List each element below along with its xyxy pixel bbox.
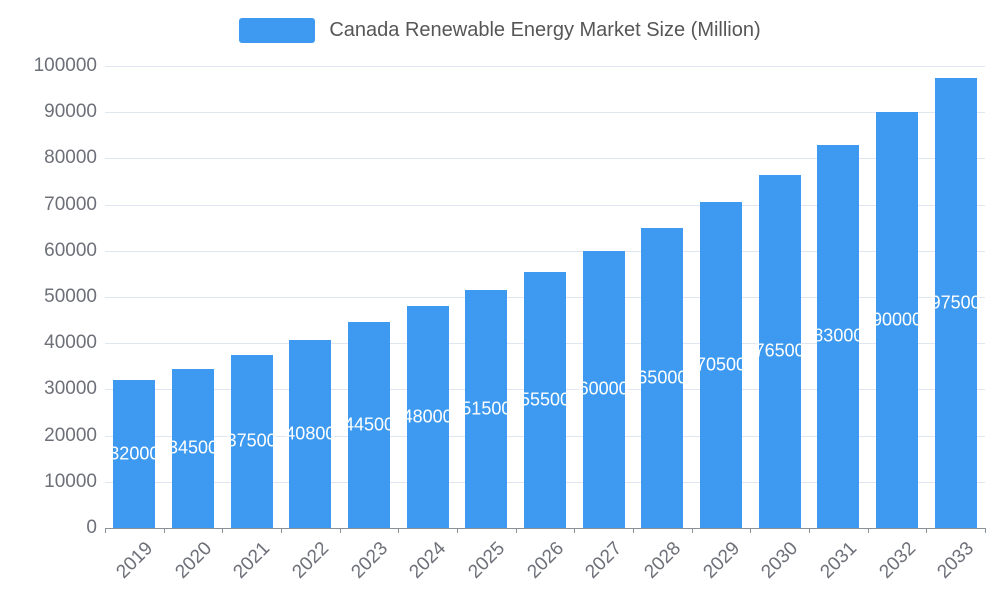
bar-2028[interactable] — [641, 227, 684, 528]
x-axis-line — [105, 528, 985, 529]
bar-value-label: 90000 — [871, 309, 923, 330]
gridline — [105, 66, 985, 67]
x-axis-tick — [867, 528, 869, 533]
x-axis-tick — [691, 528, 693, 533]
bar-value-label: 44500 — [343, 414, 395, 435]
bar-value-label: 34500 — [167, 437, 219, 458]
x-axis-label: 2022 — [288, 538, 334, 583]
bar-2029[interactable] — [700, 202, 742, 528]
chart-legend[interactable]: Canada Renewable Energy Market Size (Mil… — [0, 18, 1000, 43]
bar-2019[interactable] — [113, 380, 156, 528]
bar-2031[interactable] — [817, 144, 860, 528]
bar-value-label: 40800 — [285, 423, 336, 444]
x-axis-label: 2032 — [875, 538, 920, 583]
bar-2025[interactable] — [465, 290, 508, 528]
x-axis-tick — [926, 528, 928, 533]
bar-value-label: 65000 — [637, 367, 688, 388]
legend-marker[interactable] — [239, 18, 316, 43]
bar-value-label: 32000 — [109, 443, 160, 464]
bar-value-label: 76500 — [754, 340, 805, 361]
y-axis-label: 40000 — [44, 332, 97, 354]
gridline — [105, 250, 985, 252]
x-axis-tick — [163, 528, 165, 533]
x-axis-label: 2021 — [229, 538, 275, 583]
x-axis-label: 2033 — [933, 538, 979, 583]
x-axis-tick — [281, 528, 282, 533]
gridline — [105, 204, 985, 206]
x-axis-label: 2031 — [816, 538, 862, 583]
bar-value-label: 97500 — [930, 292, 981, 313]
x-axis-tick — [809, 528, 810, 533]
x-axis-tick — [985, 528, 986, 533]
x-axis-label: 2030 — [757, 538, 803, 583]
bar-2024[interactable] — [406, 306, 449, 528]
y-axis-label: 90000 — [44, 101, 97, 123]
legend-label[interactable]: Canada Renewable Energy Market Size (Mil… — [329, 19, 761, 41]
gridline — [105, 158, 985, 160]
bar-value-label: 51500 — [461, 398, 512, 419]
y-axis-label: 0 — [86, 517, 97, 538]
bar-2023[interactable] — [348, 322, 390, 528]
y-axis-label: 30000 — [44, 378, 97, 400]
bar-2020[interactable] — [172, 368, 214, 528]
bar-value-label: 70500 — [695, 354, 747, 375]
x-axis-tick — [222, 528, 224, 533]
x-axis-tick — [105, 528, 106, 533]
x-axis-label: 2029 — [699, 538, 744, 583]
bar-value-label: 55500 — [519, 389, 571, 410]
bar-2021[interactable] — [230, 354, 273, 528]
y-axis-label: 80000 — [44, 147, 97, 169]
y-axis-label: 100000 — [33, 55, 97, 76]
x-axis-tick — [515, 528, 517, 533]
bar-value-label: 48000 — [402, 406, 453, 427]
bar-value-label: 37500 — [226, 430, 277, 451]
x-axis-tick — [633, 528, 634, 533]
bar-value-label: 60000 — [578, 378, 629, 399]
bar-2032[interactable] — [876, 112, 918, 528]
x-axis-label: 2028 — [640, 538, 686, 583]
x-axis-tick — [750, 528, 752, 533]
y-axis-label: 70000 — [44, 193, 97, 215]
x-axis-tick — [457, 528, 458, 533]
bar-2030[interactable] — [758, 174, 801, 528]
y-axis-label: 50000 — [44, 286, 97, 307]
x-axis-label: 2024 — [405, 538, 451, 583]
y-axis-label: 20000 — [44, 424, 97, 446]
y-axis-label: 60000 — [44, 239, 97, 261]
x-axis-label: 2019 — [112, 538, 158, 583]
bar-2026[interactable] — [524, 271, 566, 528]
gridline — [105, 112, 985, 114]
x-axis-tick — [574, 528, 576, 533]
x-axis-label: 2026 — [523, 538, 568, 583]
y-axis-label: 10000 — [44, 470, 97, 492]
bar-2027[interactable] — [582, 250, 625, 528]
x-axis-tick — [339, 528, 341, 533]
x-axis-label: 2025 — [464, 538, 510, 583]
bar-2033[interactable] — [934, 77, 977, 528]
x-axis-label: 2027 — [581, 538, 627, 583]
x-axis-label: 2020 — [171, 538, 216, 583]
x-axis-label: 2023 — [347, 538, 392, 583]
bar-value-label: 83000 — [813, 325, 864, 346]
bar-2022[interactable] — [289, 339, 332, 528]
x-axis-tick — [398, 528, 400, 533]
